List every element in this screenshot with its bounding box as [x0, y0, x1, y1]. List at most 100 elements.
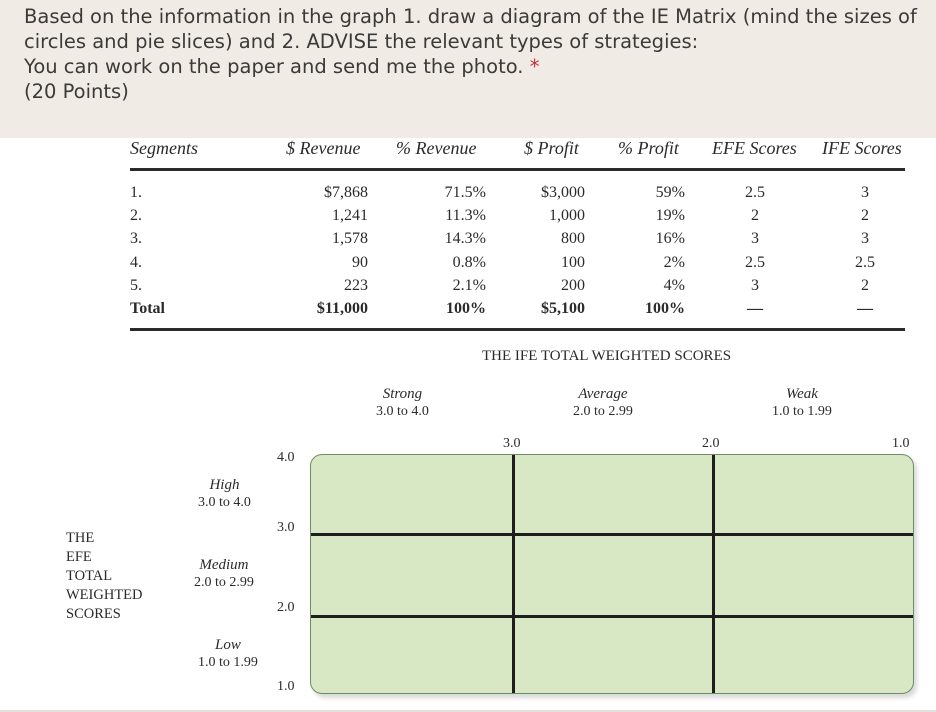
row-3-efe: 3 — [751, 230, 759, 248]
row-4-segment: 4. — [130, 253, 142, 271]
x-tick-1: 1.0 — [892, 436, 910, 451]
total-pct-profit: 100% — [645, 300, 685, 317]
row-3-segment: 3. — [130, 230, 142, 248]
x-tick-2: 2.0 — [702, 436, 720, 451]
total-segment: Total — [130, 300, 165, 317]
column-strong-range: 3.0 to 4.0 — [376, 404, 429, 419]
total-profit: $5,100 — [541, 300, 585, 317]
cell-2 — [515, 455, 712, 533]
row-1-profit: $3,000 — [541, 184, 585, 201]
column-weak-name: Weak — [785, 386, 818, 402]
header-revenue: $ Revenue — [286, 138, 361, 158]
row-high: High 3.0 to 4.0 — [198, 477, 251, 511]
question-points: (20 Points) — [24, 80, 129, 103]
row-4-efe: 2.5 — [745, 253, 765, 271]
header-pct-revenue: % Revenue — [396, 138, 477, 158]
row-medium-name: Medium — [199, 557, 249, 573]
column-average-range: 2.0 to 2.99 — [573, 404, 633, 419]
row-high-name: High — [209, 477, 240, 493]
column-strong-name: Strong — [382, 386, 423, 402]
row-5-segment: 5. — [130, 276, 142, 294]
cell-4 — [311, 536, 512, 615]
grid-divider-vertical-1 — [512, 455, 515, 693]
required-asterisk: * — [529, 55, 540, 78]
efe-axis-title: THE EFE TOTAL WEIGHTED SCORES — [66, 530, 143, 622]
x-tick-3: 3.0 — [503, 436, 521, 451]
column-average: Average 2.0 to 2.99 — [573, 386, 633, 420]
row-5-pct-profit: 4% — [663, 276, 685, 294]
question-line-3-text: You can work on the paper and send me th… — [24, 55, 524, 78]
cell-3 — [715, 455, 913, 533]
row-4-pct-revenue: 0.8% — [452, 253, 486, 271]
cell-8 — [515, 618, 712, 693]
column-average-name: Average — [578, 386, 628, 402]
y-tick-1: 1.0 — [277, 679, 295, 694]
row-1-ife: 3 — [861, 184, 869, 201]
row-3-revenue: 1,578 — [332, 230, 368, 248]
table-top-rule — [130, 168, 905, 171]
ie-matrix-grid — [310, 454, 914, 694]
column-strong: Strong 3.0 to 4.0 — [376, 386, 429, 420]
row-2-efe: 2 — [751, 207, 759, 225]
total-efe: — — [747, 300, 763, 317]
figure-bottom-edge — [0, 710, 936, 712]
row-1-pct-revenue: 71.5% — [444, 184, 486, 201]
header-profit: $ Profit — [524, 138, 579, 158]
row-4-revenue: 90 — [352, 253, 368, 271]
grid-divider-horizontal-2 — [311, 615, 913, 618]
grid-divider-vertical-2 — [712, 455, 715, 693]
row-4-profit: 100 — [561, 253, 585, 271]
y-tick-2: 2.0 — [277, 600, 295, 615]
row-1-revenue: $7,868 — [324, 184, 368, 201]
row-5-efe: 3 — [751, 276, 759, 294]
row-2-profit: 1,000 — [549, 207, 585, 225]
total-revenue: $11,000 — [316, 300, 368, 317]
row-2-revenue: 1,241 — [332, 207, 368, 225]
row-2-ife: 2 — [861, 207, 869, 225]
row-low: Low 1.0 to 1.99 — [198, 637, 258, 671]
cell-5 — [515, 536, 712, 615]
header-segments: Segments — [130, 138, 198, 158]
total-pct-revenue: 100% — [446, 300, 486, 317]
header-pct-profit: % Profit — [618, 138, 679, 158]
column-weak-range: 1.0 to 1.99 — [772, 404, 832, 419]
question-line-3: You can work on the paper and send me th… — [24, 54, 912, 79]
row-medium-range: 2.0 to 2.99 — [194, 575, 254, 590]
row-low-name: Low — [215, 637, 241, 653]
header-ife: IFE Scores — [822, 138, 902, 158]
row-5-pct-revenue: 2.1% — [452, 276, 486, 294]
header-efe: EFE Scores — [712, 138, 797, 158]
question-line-2: circles and pie slices) and 2. ADVISE th… — [24, 30, 699, 53]
row-medium: Medium 2.0 to 2.99 — [194, 557, 254, 591]
row-3-profit: 800 — [561, 230, 585, 248]
row-2-segment: 2. — [130, 207, 142, 225]
ife-axis-title: THE IFE TOTAL WEIGHTED SCORES — [482, 348, 732, 364]
row-2-pct-profit: 19% — [655, 207, 685, 225]
row-5-revenue: 223 — [344, 276, 368, 294]
cell-9 — [715, 618, 913, 693]
cell-7 — [311, 618, 512, 693]
row-3-pct-profit: 16% — [655, 230, 685, 248]
row-1-efe: 2.5 — [745, 184, 765, 201]
cell-1 — [311, 455, 512, 533]
question-image: Segments $ Revenue % Revenue $ Profit % … — [0, 138, 936, 710]
row-5-profit: 200 — [561, 276, 585, 294]
row-4-ife: 2.5 — [855, 253, 875, 271]
question-prompt: Based on the information in the graph 1.… — [0, 0, 936, 138]
column-weak: Weak 1.0 to 1.99 — [772, 386, 832, 420]
row-3-pct-revenue: 14.3% — [444, 230, 486, 248]
row-1-segment: 1. — [130, 184, 142, 201]
row-2-pct-revenue: 11.3% — [445, 207, 486, 225]
table-bottom-rule — [130, 328, 905, 331]
row-low-range: 1.0 to 1.99 — [198, 655, 258, 670]
row-1-pct-profit: 59% — [655, 184, 685, 201]
row-high-range: 3.0 to 4.0 — [198, 495, 251, 510]
row-5-ife: 2 — [861, 276, 869, 294]
row-4-pct-profit: 2% — [663, 253, 685, 271]
grid-divider-horizontal-1 — [311, 533, 913, 536]
y-tick-3: 3.0 — [277, 520, 295, 535]
question-line-1: Based on the information in the graph 1.… — [24, 5, 917, 28]
row-3-ife: 3 — [861, 230, 869, 248]
y-tick-4: 4.0 — [277, 450, 295, 465]
cell-6 — [715, 536, 913, 615]
